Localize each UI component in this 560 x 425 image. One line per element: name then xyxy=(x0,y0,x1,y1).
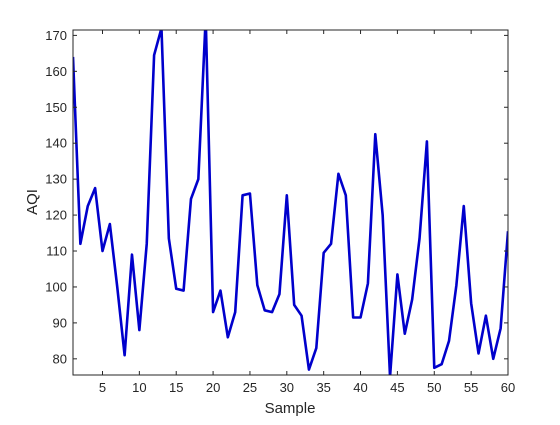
x-tick-label-50: 50 xyxy=(427,380,441,395)
x-tick-label-15: 15 xyxy=(169,380,183,395)
x-tick-label-35: 35 xyxy=(316,380,330,395)
y-tick-label-90: 90 xyxy=(53,315,67,330)
x-tick-label-45: 45 xyxy=(390,380,404,395)
y-tick-label-110: 110 xyxy=(46,244,67,259)
plot-area xyxy=(73,30,508,375)
y-tick-label-140: 140 xyxy=(45,136,67,151)
x-tick-label-60: 60 xyxy=(501,380,515,395)
x-tick-label-10: 10 xyxy=(132,380,146,395)
x-tick-label-25: 25 xyxy=(243,380,257,395)
y-tick-label-80: 80 xyxy=(53,351,67,366)
x-tick-label-30: 30 xyxy=(280,380,294,395)
y-tick-label-130: 130 xyxy=(45,172,67,187)
x-tick-label-40: 40 xyxy=(353,380,367,395)
y-axis-label: AQI xyxy=(24,189,41,215)
x-axis-label: Sample xyxy=(265,400,316,417)
series-line-0 xyxy=(73,30,508,375)
plot-frame xyxy=(72,29,509,376)
y-tick-label-100: 100 xyxy=(45,279,67,294)
y-tick-label-160: 160 xyxy=(45,64,67,79)
y-tick-label-120: 120 xyxy=(45,208,67,223)
x-tick-label-20: 20 xyxy=(206,380,220,395)
x-tick-label-55: 55 xyxy=(464,380,478,395)
y-tick-label-170: 170 xyxy=(45,28,67,43)
y-tick-label-150: 150 xyxy=(45,100,67,115)
x-tick-label-5: 5 xyxy=(99,380,106,395)
